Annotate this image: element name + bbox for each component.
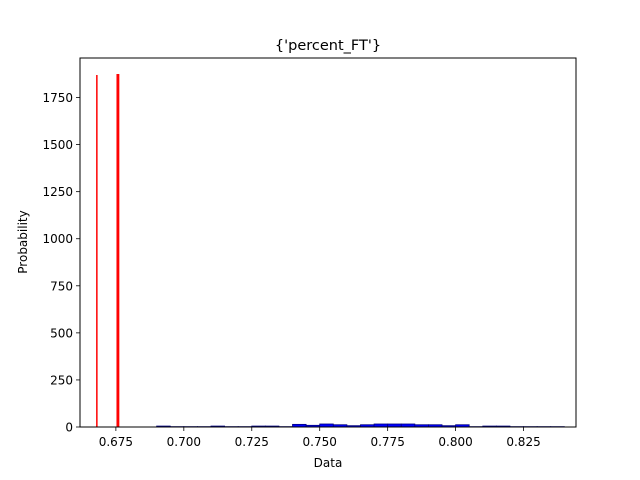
x-axis-label: Data	[314, 456, 343, 470]
y-tick-label: 250	[50, 373, 73, 387]
y-tick-label: 500	[50, 326, 73, 340]
x-tick-label: 0.725	[235, 435, 269, 449]
y-tick-label: 0	[65, 421, 73, 435]
x-axis-ticks: 0.675 0.700 0.725 0.750 0.775 0.800 0.825	[99, 427, 541, 449]
x-tick-label: 0.825	[506, 435, 540, 449]
y-tick-label: 1250	[42, 185, 73, 199]
x-tick-label: 0.675	[99, 435, 133, 449]
plot-frame	[79, 57, 577, 428]
x-tick-label: 0.700	[167, 435, 201, 449]
y-tick-label: 1500	[42, 138, 73, 152]
y-tick-label: 750	[50, 279, 73, 293]
red-vertical-lines	[96, 74, 120, 427]
y-axis-label: Probability	[16, 210, 30, 273]
x-tick-label: 0.775	[370, 435, 404, 449]
chart-title: {'percent_FT'}	[275, 38, 381, 54]
x-tick-label: 0.800	[438, 435, 472, 449]
y-tick-label: 1750	[42, 91, 73, 105]
x-tick-label: 0.750	[303, 435, 337, 449]
y-axis-ticks: 0 250 500 750 1000 1250 1500 1750	[42, 91, 80, 435]
y-tick-label: 1000	[42, 232, 73, 246]
